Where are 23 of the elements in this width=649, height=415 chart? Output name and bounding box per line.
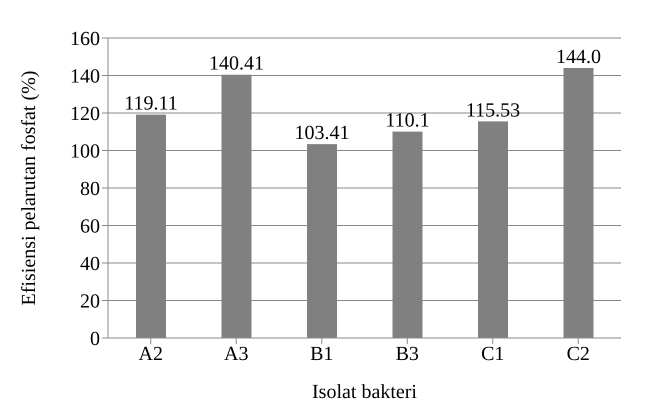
x-tick-label: A3 (224, 343, 248, 366)
x-axis-title: Isolat bakteri (312, 381, 418, 403)
y-tick-label: 60 (80, 216, 100, 238)
x-tick-label: A2 (138, 343, 163, 366)
y-tick-label: 100 (70, 140, 100, 163)
y-tick-label: 160 (70, 28, 100, 50)
y-tick-label: 80 (80, 178, 100, 200)
data-label: 115.53 (466, 99, 520, 122)
data-label: 103.41 (294, 122, 350, 144)
x-tick-label: B1 (310, 343, 334, 366)
data-label: 110.1 (385, 110, 430, 132)
y-tick-label: 0 (90, 328, 100, 350)
y-tick-label: 120 (70, 103, 100, 126)
data-label: 144.0 (556, 46, 601, 68)
x-tick-label: C2 (566, 343, 590, 366)
data-label: 119.11 (124, 92, 178, 115)
y-axis-title: Efisiensi pelarutan fosfat (%) (18, 70, 40, 306)
y-tick-label: 20 (80, 290, 100, 313)
y-tick-label: 40 (80, 253, 100, 276)
x-tick-label: C1 (481, 343, 504, 366)
y-tick-label: 140 (70, 66, 100, 88)
data-label: 140.41 (209, 52, 264, 75)
x-tick-label: B3 (396, 343, 419, 366)
